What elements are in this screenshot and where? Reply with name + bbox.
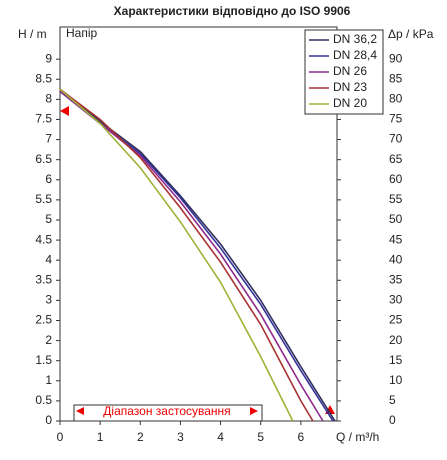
y-tick-label: 9	[45, 51, 52, 65]
legend-label: DN 36,2	[333, 32, 377, 46]
x-axis-label: Q / m³/h	[336, 430, 379, 444]
y-tick-label: 5.5	[35, 192, 52, 206]
y-tick-label: 6	[45, 172, 52, 186]
y-tick-label: 1.5	[35, 353, 52, 367]
y-tick-label: 8	[45, 92, 52, 106]
y2-tick-label: 25	[389, 313, 403, 327]
range-arrow-left	[76, 407, 84, 415]
curve-label: Напір	[66, 26, 98, 40]
curve	[59, 90, 324, 422]
x-tick-label: 0	[57, 430, 64, 444]
y2-tick-label: 0	[389, 413, 396, 427]
y-tick-label: 8.5	[35, 71, 52, 85]
x-tick-label: 3	[177, 430, 184, 444]
y2-tick-label: 45	[389, 232, 403, 246]
legend-label: DN 28,4	[333, 48, 377, 62]
curve	[59, 88, 314, 422]
y2-tick-label: 75	[389, 112, 403, 126]
y-tick-label: 2.5	[35, 313, 52, 327]
y2-tick-label: 70	[389, 132, 403, 146]
y2-tick-label: 10	[389, 373, 403, 387]
chart-title: Характеристики відповідно до ISO 9906	[114, 4, 351, 18]
y2-tick-label: 60	[389, 172, 403, 186]
y2-tick-label: 20	[389, 333, 403, 347]
y2-tick-label: 15	[389, 353, 403, 367]
y2-tick-label: 55	[389, 192, 403, 206]
x-tick-label: 5	[257, 430, 264, 444]
y-tick-label: 4.5	[35, 232, 52, 246]
y2-tick-label: 65	[389, 152, 403, 166]
y2-tick-label: 90	[389, 51, 403, 65]
curve	[59, 90, 334, 422]
y-tick-label: 0.5	[35, 393, 52, 407]
y2-tick-label: 50	[389, 212, 403, 226]
y-tick-label: 3	[45, 293, 52, 307]
y2-tick-label: 40	[389, 252, 403, 266]
y-axis-label: H / m	[18, 27, 47, 41]
range-label: Діапазон застосування	[103, 404, 230, 418]
y-tick-label: 4	[45, 252, 52, 266]
curve	[59, 88, 294, 422]
y-tick-label: 0	[45, 413, 52, 427]
y-tick-label: 6.5	[35, 152, 52, 166]
y-tick-label: 7.5	[35, 112, 52, 126]
x-tick-label: 4	[217, 430, 224, 444]
y-tick-label: 2	[45, 333, 52, 347]
legend-label: DN 23	[333, 80, 367, 94]
y2-axis-label: Δp / kPa	[388, 27, 434, 41]
y2-tick-label: 30	[389, 293, 403, 307]
y-tick-label: 1	[45, 373, 52, 387]
legend-label: DN 20	[333, 96, 367, 110]
x-tick-label: 6	[298, 430, 305, 444]
y-tick-label: 3.5	[35, 272, 52, 286]
range-box	[73, 404, 263, 422]
marker-left	[60, 106, 69, 116]
x-tick-label: 2	[137, 430, 144, 444]
x-tick-label: 1	[97, 430, 104, 444]
y2-tick-label: 5	[389, 393, 396, 407]
y2-tick-label: 80	[389, 92, 403, 106]
legend-label: DN 26	[333, 64, 367, 78]
y2-tick-label: 85	[389, 71, 403, 85]
y-tick-label: 7	[45, 132, 52, 146]
range-arrow-right	[250, 407, 258, 415]
y-tick-label: 5	[45, 212, 52, 226]
y2-tick-label: 35	[389, 272, 403, 286]
